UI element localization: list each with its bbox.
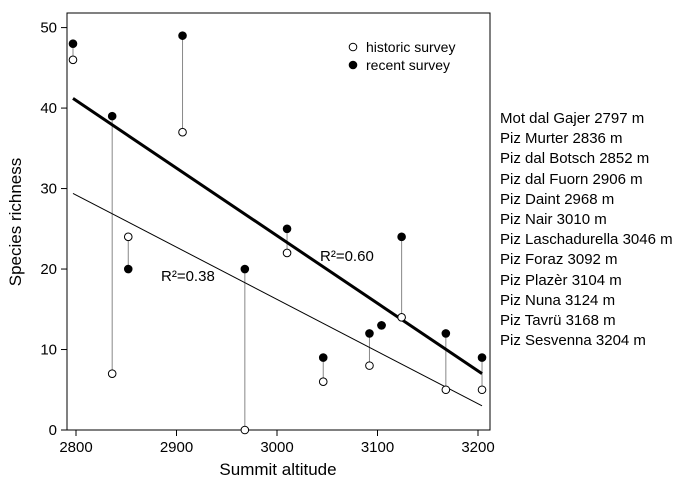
historic-point: [397, 313, 406, 322]
regression-line-historic: [72, 192, 483, 407]
historic-point: [240, 425, 250, 435]
legend-historic-marker: [348, 42, 358, 52]
recent-point: [282, 224, 292, 234]
connector-lines: [72, 35, 483, 430]
summit-label: Piz Laschadurella 3046 m: [500, 231, 673, 249]
summit-label: Mot dal Gajer 2797 m: [500, 110, 645, 127]
recent-point: [107, 111, 117, 121]
legend-recent-marker: [348, 60, 358, 70]
summit-label: Piz Nair 3010 m: [500, 211, 607, 229]
data-points: [68, 31, 487, 435]
legend-historic-label: historic survey: [366, 39, 455, 55]
summit-list: Mot dal Gajer 2797 m Piz Murter 2836 m P…: [500, 109, 673, 351]
recent-point: [365, 329, 374, 338]
y-tick-label: 30: [40, 181, 57, 198]
summit-label: Piz Foraz 3092 m: [500, 251, 618, 269]
summit-label: Piz Plazèr 3104 m: [500, 271, 622, 289]
r-squared-historic-label: R²=0.38: [161, 268, 215, 285]
regression-line-recent: [72, 97, 483, 375]
recent-point: [240, 264, 250, 274]
historic-point: [123, 232, 133, 242]
y-axis-label: Species richness: [6, 158, 25, 287]
x-tick-label: 2800: [59, 439, 92, 456]
summit-label: Piz Sesvenna 3204 m: [500, 332, 646, 350]
summit-label: Piz Nuna 3124 m: [500, 291, 616, 309]
summit-label: Piz Tavrü 3168 m: [500, 312, 616, 330]
axis-ticks: 2800 2900 3000 3100 3200 0 10 20 30 40 50: [40, 20, 494, 456]
y-tick-label: 10: [40, 342, 57, 359]
historic-point: [107, 369, 117, 378]
summit-label: Piz dal Botsch 2852 m: [500, 150, 650, 168]
recent-point: [377, 321, 386, 330]
regression-lines: [72, 97, 483, 407]
historic-point: [365, 361, 374, 370]
x-tick-label: 2900: [160, 439, 193, 456]
recent-point: [477, 353, 487, 362]
recent-point: [318, 353, 328, 362]
summit-label: Piz dal Fuorn 2906 m: [500, 170, 643, 188]
recent-point: [178, 31, 187, 40]
y-tick-label: 0: [49, 422, 57, 439]
historic-point: [441, 385, 451, 395]
legend-recent-label: recent survey: [366, 57, 450, 73]
recent-point: [123, 264, 133, 274]
historic-point: [318, 377, 328, 387]
summit-label: Piz Murter 2836 m: [500, 130, 623, 148]
x-tick-label: 3100: [361, 439, 394, 456]
recent-point: [68, 39, 78, 48]
plot-area-frame: [66, 12, 491, 431]
x-axis-label: Summit altitude: [219, 460, 336, 479]
r-squared-recent-label: R²=0.60: [320, 248, 374, 265]
historic-point: [282, 248, 292, 258]
y-tick-label: 20: [40, 261, 57, 278]
summit-label: Piz Daint 2968 m: [500, 190, 615, 208]
historic-point: [178, 127, 187, 137]
recent-point: [397, 232, 406, 242]
legend: historic survey recent survey: [348, 39, 455, 73]
y-tick-label: 50: [40, 20, 57, 37]
x-tick-label: 3000: [260, 439, 293, 456]
x-tick-label: 3200: [461, 439, 494, 456]
historic-point: [477, 385, 487, 395]
historic-point: [68, 55, 78, 65]
y-tick-label: 40: [40, 100, 57, 117]
recent-point: [441, 329, 451, 338]
